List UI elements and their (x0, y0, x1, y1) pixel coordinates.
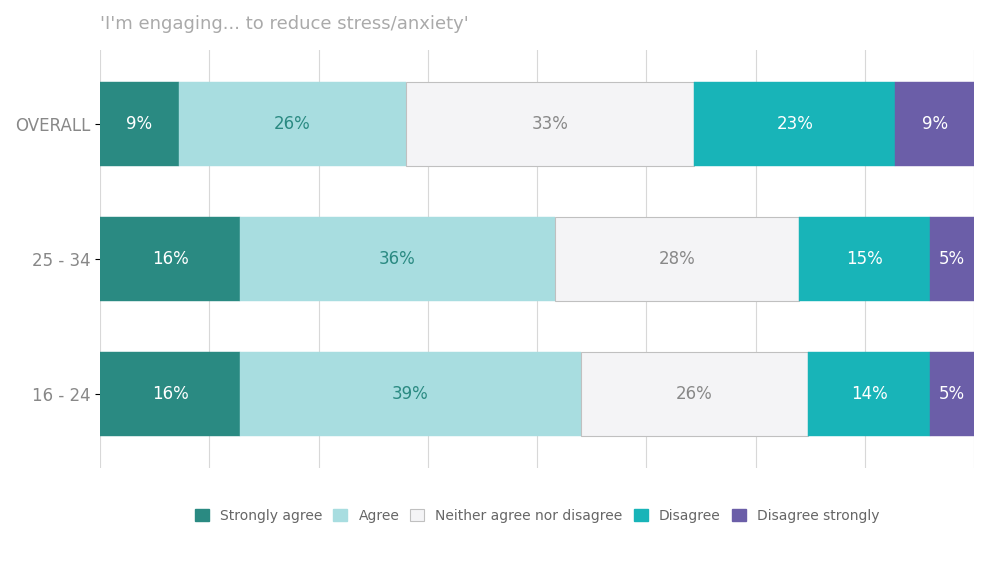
Bar (179, 82, 405, 166)
Text: 33%: 33% (532, 115, 569, 133)
Bar (581, 352, 808, 436)
Text: 16%: 16% (151, 250, 188, 268)
Bar (240, 352, 581, 436)
Text: 26%: 26% (675, 385, 713, 403)
Bar (808, 352, 931, 436)
Bar (100, 82, 179, 166)
Text: 16%: 16% (151, 385, 188, 403)
Text: 9%: 9% (127, 115, 152, 133)
Bar (895, 82, 974, 166)
Text: 14%: 14% (851, 385, 887, 403)
Text: 36%: 36% (379, 250, 415, 268)
Text: 23%: 23% (776, 115, 813, 133)
Text: 39%: 39% (392, 385, 428, 403)
Legend: Strongly agree, Agree, Neither agree nor disagree, Disagree, Disagree strongly: Strongly agree, Agree, Neither agree nor… (195, 509, 879, 523)
Text: 5%: 5% (940, 250, 965, 268)
Bar (100, 352, 240, 436)
Text: 5%: 5% (940, 385, 965, 403)
Text: 15%: 15% (847, 250, 883, 268)
Text: 9%: 9% (922, 115, 947, 133)
Bar (931, 352, 974, 436)
Bar (100, 217, 240, 301)
Text: 28%: 28% (659, 250, 695, 268)
Bar (694, 82, 895, 166)
Bar (555, 217, 799, 301)
Text: 26%: 26% (274, 115, 311, 133)
Bar (799, 217, 931, 301)
Text: 'I'm engaging... to reduce stress/anxiety': 'I'm engaging... to reduce stress/anxiet… (100, 15, 469, 33)
Bar (240, 217, 555, 301)
Bar (405, 82, 694, 166)
Bar (931, 217, 974, 301)
